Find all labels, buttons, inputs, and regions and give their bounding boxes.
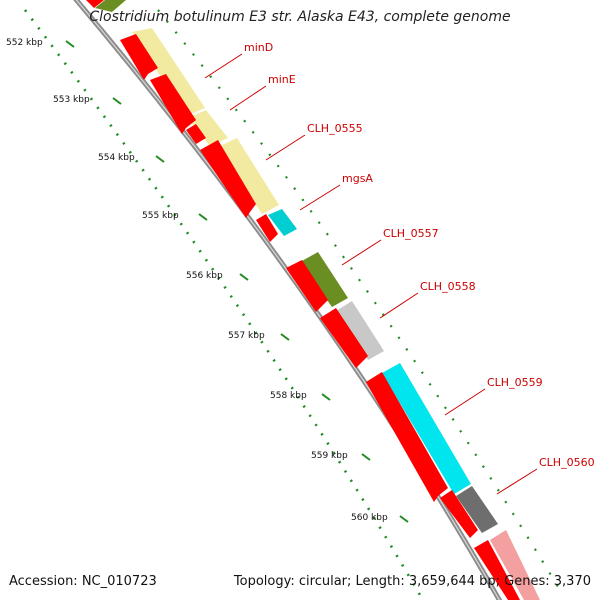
ruler-label: 559 kbp — [311, 451, 348, 461]
ruler-tick — [155, 155, 165, 163]
genome-title: Clostridium botulinum E3 str. Alaska E43… — [89, 9, 511, 25]
gene-label: minD — [244, 41, 273, 54]
ruler-labels: 552 kbp 553 kbp 554 kbp 555 kbp 556 kbp 557 k… — [6, 38, 388, 523]
ruler-label: 554 kbp — [98, 153, 135, 163]
gene-block-gray-0558 — [336, 301, 384, 360]
ruler-label: 557 kbp — [228, 331, 265, 341]
ruler-tick — [361, 453, 371, 461]
backbone — [73, 0, 503, 600]
ruler-tick — [65, 40, 75, 48]
gene-block-darkgray-0560 — [456, 486, 498, 533]
ruler-tick — [321, 393, 331, 401]
ruler — [23, 9, 561, 596]
label-line — [299, 184, 341, 211]
label-line — [229, 85, 267, 111]
cds-arrow — [200, 140, 256, 218]
cds-arrow — [86, 0, 104, 8]
gene-label: minE — [268, 73, 296, 86]
cds-arrow — [440, 490, 478, 538]
ruler-tick — [239, 273, 249, 281]
gene-label: mgsA — [342, 172, 373, 185]
cds-arrow — [366, 372, 448, 502]
ruler-label: 555 kbp — [142, 211, 179, 221]
cds-arrow — [256, 214, 278, 242]
label-line — [204, 53, 243, 79]
topology-text: Topology: circular; Length: 3,659,644 bp… — [233, 574, 591, 589]
label-line — [265, 134, 306, 161]
ruler-tick — [399, 515, 409, 523]
gene-block-pink — [490, 530, 540, 600]
cds-arrow — [320, 308, 368, 368]
ruler-ticks — [65, 40, 409, 523]
gene-block-olive-0557 — [300, 252, 348, 307]
gene-block-olive-top — [95, 0, 126, 12]
cds-arrow — [120, 34, 158, 80]
gene-label: CLH_0558 — [420, 280, 476, 293]
cds-arrow — [186, 124, 206, 144]
cds-arrow — [474, 540, 520, 600]
gene-block-yellow-0555 — [218, 138, 279, 214]
label-line — [496, 468, 538, 495]
gene-label: CLH_0555 — [307, 122, 363, 135]
cds-arrow — [286, 260, 328, 312]
ruler-label: 556 kbp — [186, 271, 223, 281]
gene-block-cyan-0559 — [382, 363, 471, 494]
gene-block-yellow-minE — [188, 110, 228, 146]
ruler-label: 558 kbp — [270, 391, 307, 401]
ruler-label: 560 kbp — [351, 513, 388, 523]
label-line — [379, 292, 419, 319]
cds-arrow — [150, 74, 196, 134]
label-line — [341, 239, 382, 266]
gene-block-cyan-mgsA — [268, 209, 297, 236]
accession-label: Accession: NC_010723 — [9, 574, 157, 589]
ruler-tick — [280, 333, 290, 341]
gene-labels: minD minE CLH_0555 mgsA CLH_0557 CLH_055… — [204, 41, 595, 495]
label-line — [444, 388, 486, 416]
ruler-tick — [112, 97, 122, 105]
outer-features — [95, 0, 540, 600]
ruler-tick — [198, 213, 208, 221]
topology-label: Topology: circular; Length: 3,659,644 bp… — [234, 574, 591, 589]
gene-label: CLH_0559 — [487, 376, 543, 389]
gene-block-yellow-minD — [132, 28, 205, 116]
gene-label: CLH_0560 — [539, 456, 595, 469]
ruler-label: 552 kbp — [6, 38, 43, 48]
cds-arrows — [86, 0, 520, 600]
gene-label: CLH_0557 — [383, 227, 439, 240]
ruler-label: 553 kbp — [53, 95, 90, 105]
